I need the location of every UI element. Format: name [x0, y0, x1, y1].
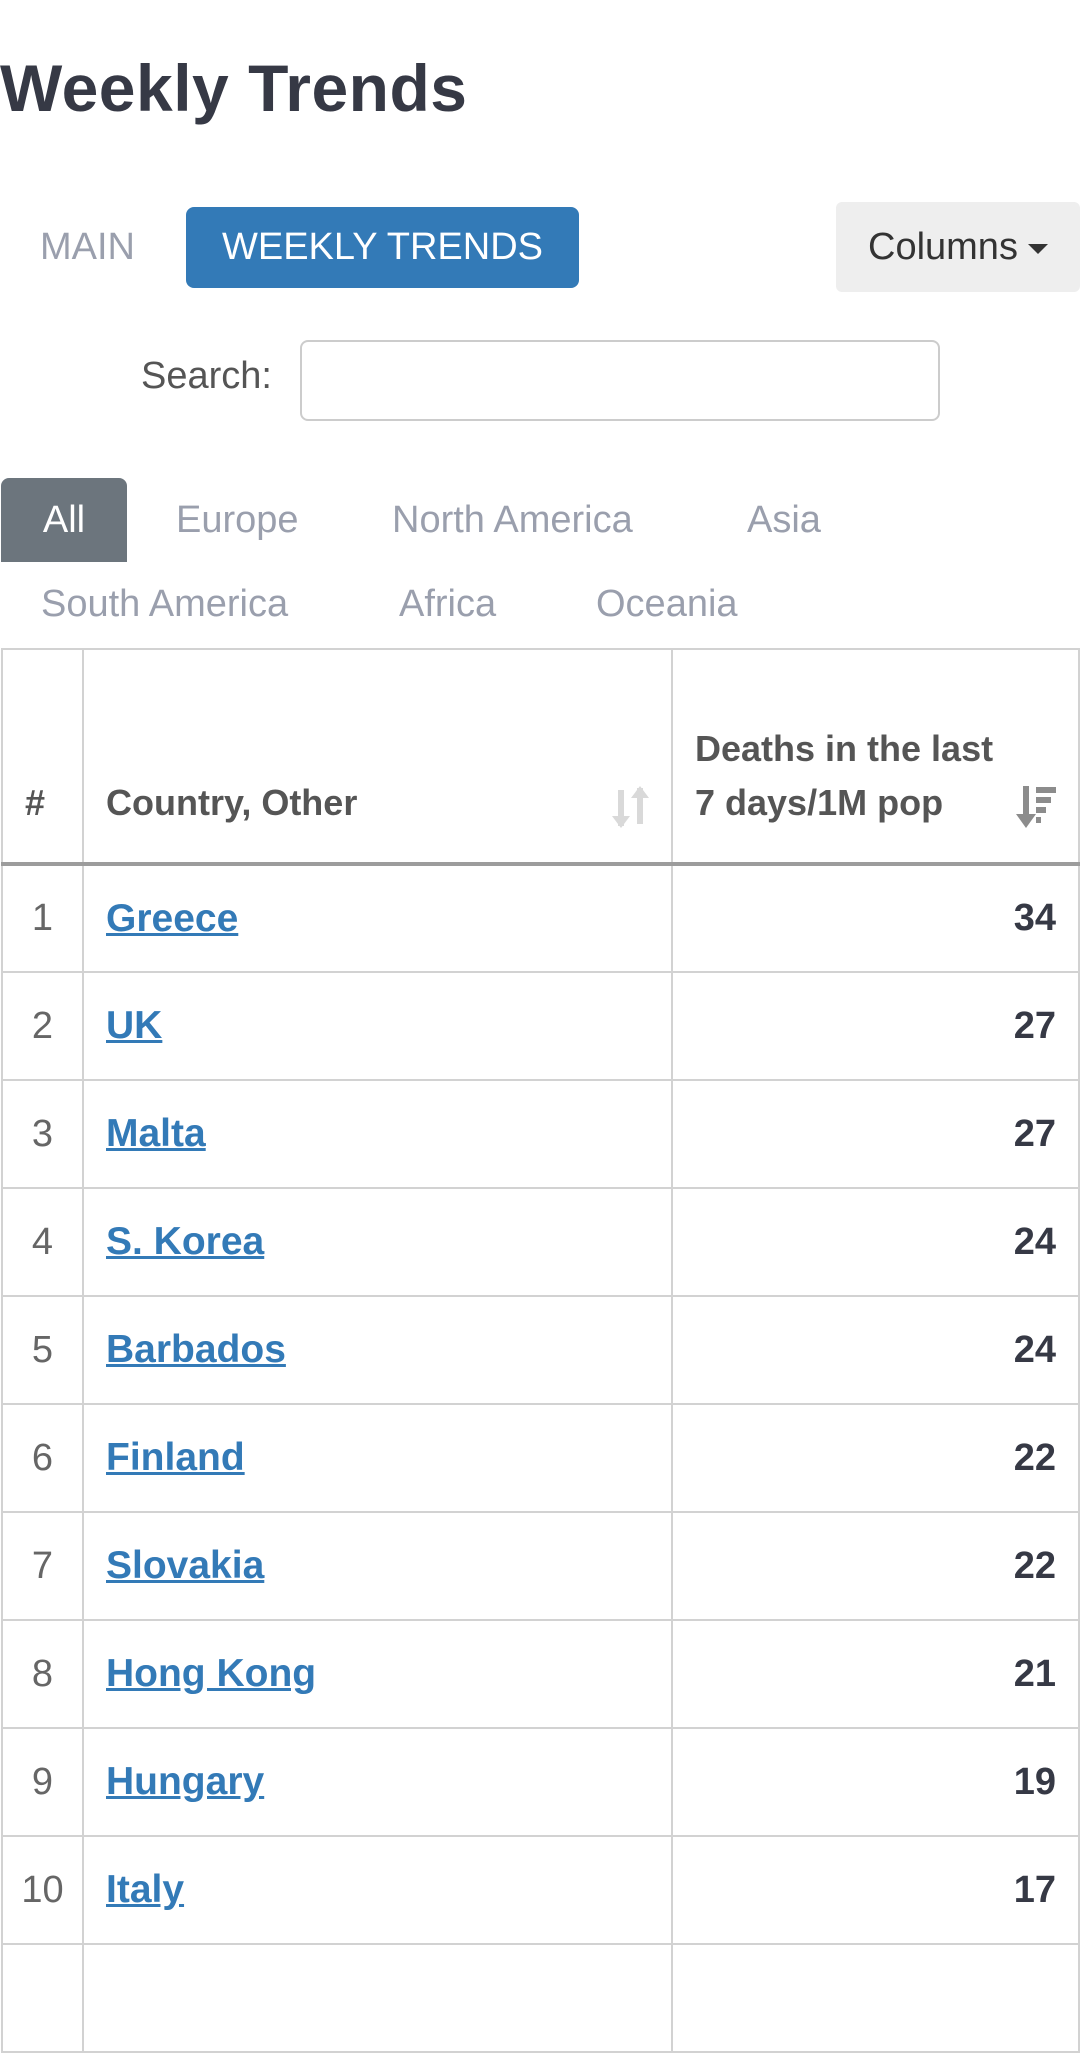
row-rank: 6: [1, 1403, 84, 1513]
row-deaths: [671, 1943, 1080, 2053]
row-country: Finland: [82, 1403, 673, 1513]
row-rank: 1: [1, 863, 84, 973]
sort-both-icon: [612, 786, 649, 828]
header-country-label: Country, Other: [106, 782, 358, 823]
row-country: Malta: [82, 1079, 673, 1189]
row-rank: 9: [1, 1727, 84, 1837]
row-deaths: 17: [671, 1835, 1080, 1945]
caret-down-icon: [1027, 243, 1048, 254]
region-tab-africa[interactable]: Africa: [399, 583, 497, 625]
row-deaths: 24: [671, 1187, 1080, 1297]
search-input[interactable]: [300, 340, 940, 421]
header-deaths[interactable]: Deaths in the last 7 days/1M pop: [671, 648, 1080, 866]
table-row: 9 Hungary 19: [1, 1727, 1080, 1837]
table-row: 2 UK 27: [1, 971, 1080, 1081]
table-row: 1 Greece 34: [1, 863, 1080, 973]
region-tab-asia[interactable]: Asia: [747, 499, 821, 541]
table-row: 7 Slovakia 22: [1, 1511, 1080, 1621]
country-link[interactable]: Slovakia: [106, 1544, 265, 1587]
row-country: S. Korea: [82, 1187, 673, 1297]
table-row: 6 Finland 22: [1, 1403, 1080, 1513]
table-row: 5 Barbados 24: [1, 1295, 1080, 1405]
row-country: Italy: [82, 1835, 673, 1945]
page-title: Weekly Trends: [0, 51, 468, 125]
region-tab-south-america[interactable]: South America: [41, 583, 289, 625]
country-link[interactable]: Hungary: [106, 1760, 265, 1803]
row-deaths: 22: [671, 1403, 1080, 1513]
row-deaths: 21: [671, 1619, 1080, 1729]
row-deaths: 22: [671, 1511, 1080, 1621]
columns-dropdown-button[interactable]: Columns: [836, 202, 1080, 292]
table-row: 10 Italy 17: [1, 1835, 1080, 1945]
row-rank: 2: [1, 971, 84, 1081]
row-rank: 10: [1, 1835, 84, 1945]
row-country: Hong Kong: [82, 1619, 673, 1729]
header-deaths-label: Deaths in the last 7 days/1M pop: [695, 728, 994, 823]
row-deaths: 24: [671, 1295, 1080, 1405]
row-country: [82, 1943, 673, 2053]
row-deaths: 34: [671, 863, 1080, 973]
country-link[interactable]: Italy: [106, 1868, 185, 1911]
tab-weekly-trends[interactable]: WEEKLY TRENDS: [186, 207, 579, 288]
row-rank: 3: [1, 1079, 84, 1189]
region-tab-all[interactable]: All: [1, 478, 127, 562]
tab-main[interactable]: MAIN: [40, 226, 135, 268]
country-link[interactable]: Hong Kong: [106, 1652, 317, 1695]
row-country: Hungary: [82, 1727, 673, 1837]
search-label: Search:: [141, 355, 272, 397]
country-link[interactable]: Malta: [106, 1112, 206, 1155]
row-rank: 8: [1, 1619, 84, 1729]
region-tab-oceania[interactable]: Oceania: [596, 583, 738, 625]
table-row: [1, 1943, 1080, 2053]
region-tab-europe[interactable]: Europe: [176, 499, 299, 541]
row-rank: 5: [1, 1295, 84, 1405]
row-deaths: 27: [671, 971, 1080, 1081]
row-rank: [1, 1943, 84, 2053]
row-country: UK: [82, 971, 673, 1081]
row-country: Barbados: [82, 1295, 673, 1405]
header-country[interactable]: Country, Other: [82, 648, 673, 866]
sort-descending-icon: [1016, 786, 1056, 828]
row-country: Slovakia: [82, 1511, 673, 1621]
row-deaths: 27: [671, 1079, 1080, 1189]
main-tabs: MAIN WEEKLY TRENDS Columns: [0, 202, 1080, 292]
row-rank: 7: [1, 1511, 84, 1621]
row-deaths: 19: [671, 1727, 1080, 1837]
country-link[interactable]: Finland: [106, 1436, 245, 1479]
columns-label: Columns: [868, 226, 1018, 268]
country-link[interactable]: Greece: [106, 896, 239, 940]
row-country: Greece: [82, 863, 673, 973]
table-row: 8 Hong Kong 21: [1, 1619, 1080, 1729]
row-rank: 4: [1, 1187, 84, 1297]
table-row: 4 S. Korea 24: [1, 1187, 1080, 1297]
weekly-trends-table: # Country, Other Deaths in the last 7 da…: [1, 648, 1080, 2053]
header-rank[interactable]: #: [1, 648, 84, 866]
table-row: 3 Malta 27: [1, 1079, 1080, 1189]
country-link[interactable]: UK: [106, 1004, 163, 1047]
region-tab-north-america[interactable]: North America: [392, 499, 633, 541]
country-link[interactable]: Barbados: [106, 1328, 286, 1371]
country-link[interactable]: S. Korea: [106, 1220, 265, 1263]
table-header-row: # Country, Other Deaths in the last 7 da…: [1, 648, 1080, 866]
